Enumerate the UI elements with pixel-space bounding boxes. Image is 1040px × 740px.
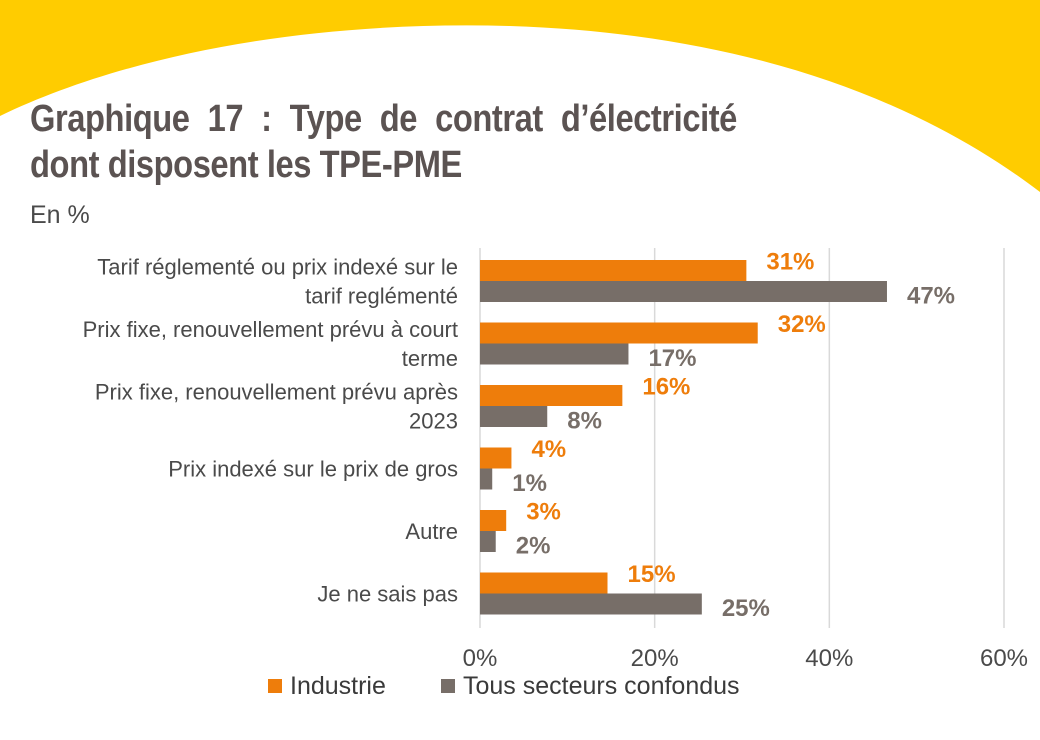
data-label: 17% (648, 345, 696, 372)
category-label: Tarif réglementé ou prix indexé sur le (97, 255, 458, 280)
x-tick-label: 0% (463, 645, 498, 672)
bar-tous-secteurs (480, 531, 496, 552)
category-label: 2023 (409, 409, 458, 434)
legend: Industrie Tous secteurs confondus (268, 672, 740, 700)
data-label: 15% (628, 561, 676, 588)
category-label: Autre (405, 519, 458, 544)
data-label: 3% (526, 499, 561, 526)
bar-chart: 0% 20% 40% 60% Tarif réglementé ou prix inde… (0, 230, 1040, 740)
bar-tous-secteurs (480, 406, 547, 427)
data-label: 1% (512, 470, 547, 497)
category-label: tarif reglémenté (305, 284, 458, 309)
data-label: 47% (907, 283, 955, 310)
bar-industrie (480, 510, 506, 531)
bar-tous-secteurs (480, 281, 887, 302)
bar-tous-secteurs (480, 469, 492, 490)
bar-industrie (480, 260, 746, 281)
data-label: 16% (642, 374, 690, 401)
data-label: 25% (722, 595, 770, 622)
legend-swatch (441, 679, 455, 693)
category-label: Prix fixe, renouvellement prévu après (95, 380, 458, 405)
bar-industrie (480, 323, 758, 344)
chart-subtitle: En % (30, 201, 90, 230)
data-label: 8% (567, 408, 602, 435)
data-label: 32% (778, 311, 826, 338)
category-label: Prix fixe, renouvellement prévu à court (83, 317, 458, 342)
category-label: Prix indexé sur le prix de gros (168, 457, 458, 482)
data-label: 2% (516, 533, 551, 560)
data-label: 31% (766, 249, 814, 276)
bar-tous-secteurs (480, 344, 628, 365)
bar-industrie (480, 385, 622, 406)
category-label: Je ne sais pas (317, 582, 458, 607)
chart-title: Graphique 17 : Type de contrat d’électri… (30, 96, 737, 188)
legend-label: Tous secteurs confondus (463, 672, 740, 700)
data-label: 4% (531, 436, 566, 463)
bar-tous-secteurs (480, 594, 702, 615)
bar-industrie (480, 448, 511, 469)
category-label: terme (402, 346, 458, 371)
x-tick-label: 60% (980, 645, 1028, 672)
legend-label: Industrie (290, 672, 386, 700)
x-tick-label: 40% (805, 645, 853, 672)
legend-swatch (268, 679, 282, 693)
x-tick-label: 20% (631, 645, 679, 672)
bar-industrie (480, 573, 608, 594)
